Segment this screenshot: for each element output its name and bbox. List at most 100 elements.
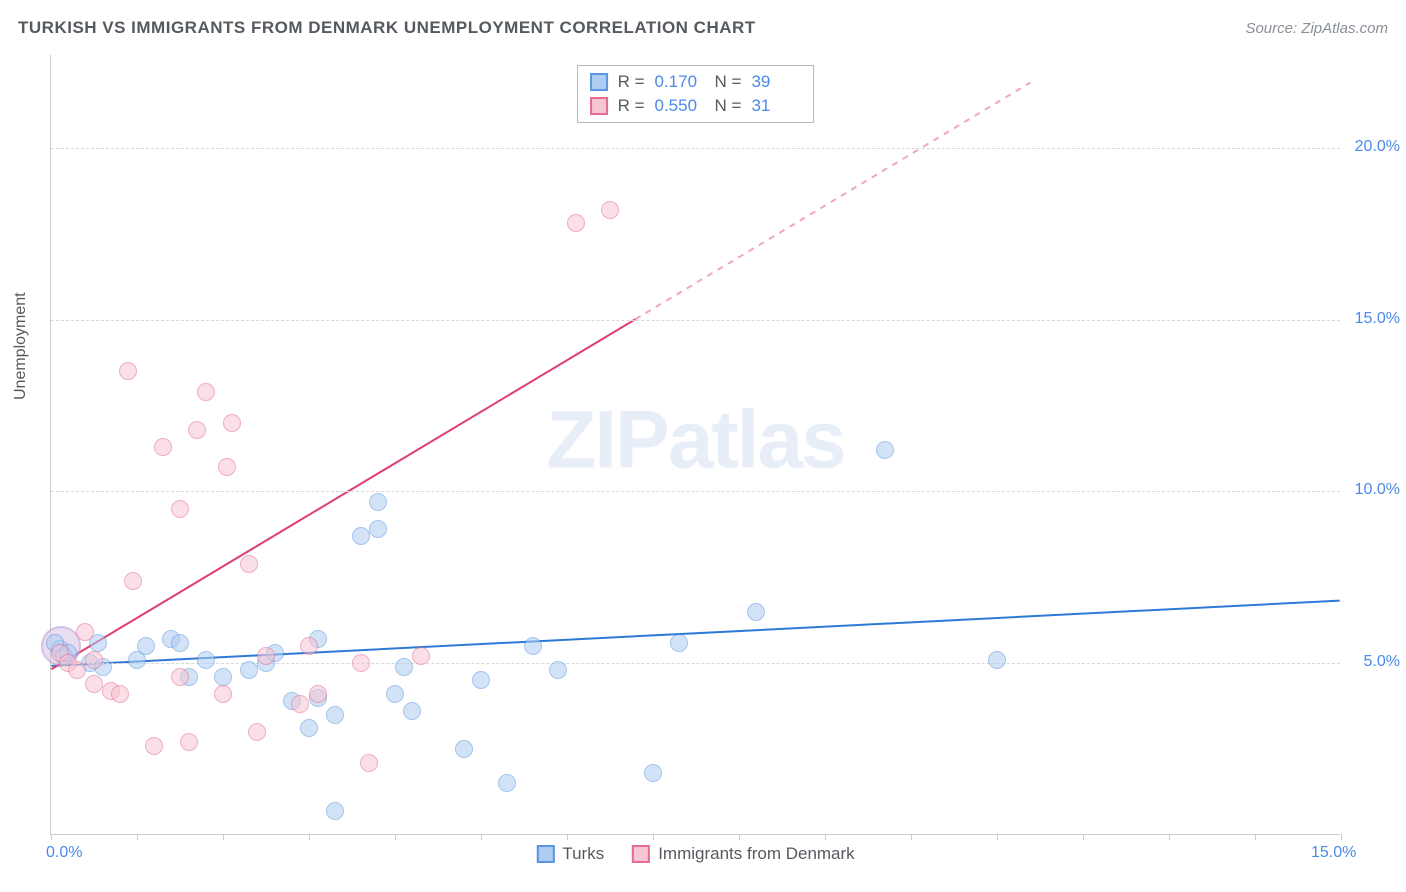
denmark-point [218,458,236,476]
legend-item-denmark: Immigrants from Denmark [632,844,854,864]
denmark-point [567,214,585,232]
n-label: N = [715,96,742,116]
turks-point [644,764,662,782]
denmark-point [154,438,172,456]
turks-point [240,661,258,679]
denmark-point [197,383,215,401]
turks-swatch-icon [536,845,554,863]
x-tick [825,834,826,840]
denmark-point [68,661,86,679]
x-tick [1255,834,1256,840]
y-axis-label: Unemployment [12,292,30,400]
turks-point [549,661,567,679]
denmark-point [309,685,327,703]
turks-point [137,637,155,655]
y-tick-label: 20.0% [1345,138,1400,156]
source-credit: Source: ZipAtlas.com [1245,20,1388,37]
turks-r-value: 0.170 [655,72,705,92]
turks-point [214,668,232,686]
n-label: N = [715,72,742,92]
denmark-point [76,623,94,641]
r-label: R = [618,72,645,92]
denmark-swatch-icon [590,97,608,115]
denmark-point [257,647,275,665]
turks-point [988,651,1006,669]
scatter-plot-area: ZIPatlas R = 0.170 N = 39 R = 0.550 N = … [50,55,1340,835]
denmark-r-value: 0.550 [655,96,705,116]
denmark-point [171,668,189,686]
turks-point [498,774,516,792]
denmark-point [248,723,266,741]
y-tick-label: 10.0% [1345,481,1400,499]
turks-point [369,520,387,538]
turks-point [876,441,894,459]
chart-title: TURKISH VS IMMIGRANTS FROM DENMARK UNEMP… [18,18,756,38]
denmark-point [412,647,430,665]
denmark-point [214,685,232,703]
turks-point [747,603,765,621]
denmark-point [119,362,137,380]
x-tick [1083,834,1084,840]
x-tick [137,834,138,840]
x-tick [309,834,310,840]
stats-row-denmark: R = 0.550 N = 31 [590,94,802,118]
denmark-point [352,654,370,672]
turks-point [326,802,344,820]
denmark-point [124,572,142,590]
denmark-point [360,754,378,772]
turks-point [472,671,490,689]
turks-point [171,634,189,652]
x-tick [223,834,224,840]
turks-point [386,685,404,703]
turks-n-value: 39 [751,72,801,92]
denmark-point [291,695,309,713]
x-tick [1341,834,1342,840]
x-tick [1169,834,1170,840]
watermark-text: ZIPatlas [546,393,844,487]
x-tick [395,834,396,840]
denmark-swatch-icon [632,845,650,863]
denmark-point [85,675,103,693]
turks-point [197,651,215,669]
denmark-point [145,737,163,755]
x-tick-label: 15.0% [1311,844,1356,862]
legend-denmark-label: Immigrants from Denmark [658,844,854,864]
turks-point [352,527,370,545]
denmark-point [85,651,103,669]
gridline [51,148,1340,149]
trend-lines-svg [51,55,1340,834]
legend-turks-label: Turks [562,844,604,864]
denmark-point [223,414,241,432]
turks-point [326,706,344,724]
bottom-legend: Turks Immigrants from Denmark [536,844,854,864]
legend-item-turks: Turks [536,844,604,864]
x-tick [567,834,568,840]
denmark-point [601,201,619,219]
denmark-point [171,500,189,518]
gridline [51,491,1340,492]
x-tick [51,834,52,840]
denmark-n-value: 31 [751,96,801,116]
gridline [51,320,1340,321]
x-tick [653,834,654,840]
turks-point [524,637,542,655]
denmark-point [300,637,318,655]
turks-point [455,740,473,758]
x-tick [997,834,998,840]
turks-point [403,702,421,720]
denmark-point [188,421,206,439]
y-tick-label: 5.0% [1345,653,1400,671]
turks-swatch-icon [590,73,608,91]
turks-point [670,634,688,652]
denmark-point [111,685,129,703]
stats-row-turks: R = 0.170 N = 39 [590,70,802,94]
denmark-point [180,733,198,751]
x-tick [481,834,482,840]
turks-point [395,658,413,676]
x-tick [739,834,740,840]
y-tick-label: 15.0% [1345,310,1400,328]
turks-point [369,493,387,511]
denmark-point [240,555,258,573]
turks-point [300,719,318,737]
x-tick-label: 0.0% [46,844,82,862]
